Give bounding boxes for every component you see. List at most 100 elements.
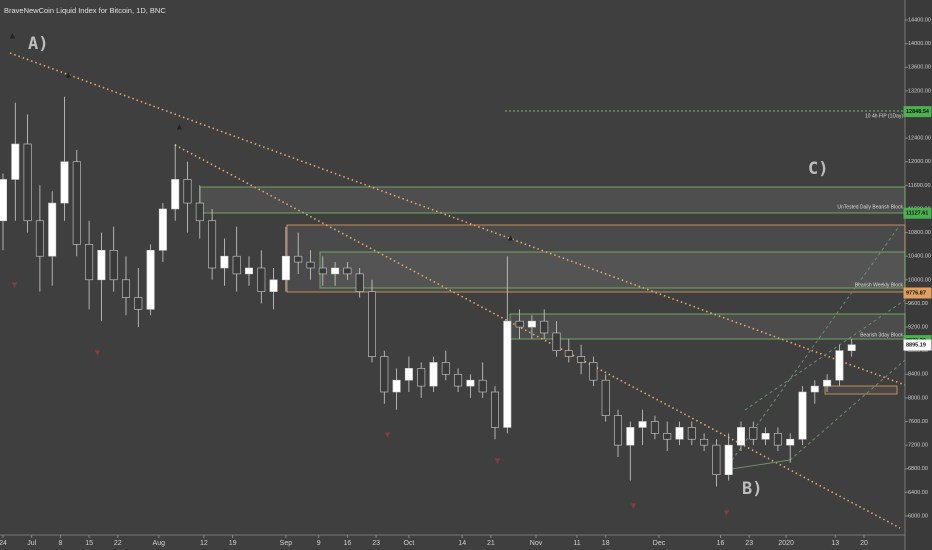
y-tick-label: 8800.00 [908, 348, 928, 354]
zone [509, 313, 906, 340]
y-tick-label: 6400.00 [908, 490, 928, 496]
x-tick-label: 12 [200, 540, 208, 547]
candle-body [663, 433, 672, 440]
candle-body [675, 427, 684, 440]
candle-body [269, 279, 278, 292]
x-tick-label: 11 [573, 540, 580, 547]
marker: ▼ [10, 279, 19, 289]
candle-body [343, 267, 352, 275]
candle-body [724, 444, 733, 475]
x-tick-label: 18 [602, 540, 610, 547]
candle-body [72, 161, 81, 245]
candle-body [11, 143, 20, 180]
marker: ▼ [629, 500, 638, 510]
candle-body [491, 391, 499, 428]
price-axis [905, 0, 932, 550]
candle-body [614, 415, 622, 446]
candle-body [380, 356, 389, 393]
candle-body [798, 391, 807, 440]
zone [319, 251, 906, 289]
candle-body [835, 350, 844, 381]
zone [824, 385, 898, 395]
candle-body [503, 320, 512, 428]
x-tick-label: 14 [458, 540, 466, 547]
channel-line [724, 459, 791, 471]
x-tick-label: Sep [280, 540, 293, 547]
zone-label: UnTested Daily Bearish Block [837, 204, 903, 210]
candle-body [749, 427, 758, 440]
x-tick-label: Nov [530, 540, 543, 547]
level-label: 9776.87 [906, 290, 926, 296]
x-tick-label: 19 [229, 540, 237, 547]
candle-body [109, 249, 118, 281]
x-tick-label: 15 [85, 540, 93, 547]
candle-body [183, 179, 192, 204]
marker: ▲ [175, 121, 184, 131]
x-tick-label: Dec [653, 540, 666, 547]
level-label: 11127.61 [906, 211, 928, 217]
candle-body [208, 220, 217, 269]
y-tick-label: 9200.00 [908, 325, 928, 331]
marker: ▲ [64, 69, 73, 79]
channel-line [744, 299, 906, 411]
candle-body [60, 161, 69, 204]
y-tick-label: 10800.00 [908, 230, 931, 236]
marker: ▼ [383, 429, 392, 439]
candle-body [368, 291, 376, 357]
annotation: A) [28, 34, 48, 54]
candle-body [515, 320, 524, 328]
y-tick-label: 6000.00 [908, 513, 928, 519]
candle-body [48, 202, 57, 257]
level-badge [903, 106, 932, 118]
candle-body [712, 444, 721, 475]
candle-body [35, 220, 44, 257]
candle-body [638, 421, 647, 428]
candle-body [306, 261, 315, 269]
candle-body [687, 427, 696, 440]
candle-body [577, 356, 586, 363]
channel-line [789, 359, 906, 461]
candle-body [478, 379, 487, 393]
y-tick-label: 14000.00 [908, 41, 931, 47]
candle-body [355, 273, 364, 292]
candle-body [85, 244, 94, 281]
level-label: 8895.19 [906, 342, 926, 348]
candle-body [134, 297, 143, 310]
x-tick-label: 24 [0, 540, 7, 547]
y-tick-label: 6800.00 [908, 466, 928, 472]
candle-body [429, 362, 438, 387]
zone-label: Bearish 3day Block [860, 332, 903, 338]
zone-label: 10 4h FIP (1Day) [865, 113, 903, 119]
x-tick-label: Jul [27, 540, 36, 547]
candle-body [810, 385, 819, 393]
x-tick-label: 16 [717, 540, 725, 547]
candle-body [564, 350, 573, 357]
candle-body [441, 362, 450, 375]
candle-body [761, 433, 770, 440]
x-tick-label: 9 [317, 540, 321, 547]
x-tick-label: 21 [487, 540, 495, 547]
x-tick-label: 8 [58, 540, 62, 547]
annotation: B) [742, 479, 762, 499]
x-tick-label: 13 [831, 540, 839, 547]
y-tick-label: 8000.00 [908, 395, 928, 401]
candle-body [773, 433, 782, 446]
y-tick-label: 11600.00 [908, 183, 931, 189]
x-tick-label: Aug [153, 540, 166, 547]
candle-body [589, 362, 598, 381]
x-tick-label: Oct [403, 540, 414, 547]
marker: ▲ [506, 232, 515, 242]
candle-body [97, 249, 106, 281]
candle-body [294, 255, 303, 263]
candle-body [122, 279, 130, 298]
y-tick-label: 13600.00 [908, 65, 931, 71]
candle-body [786, 438, 795, 446]
candle-body [220, 255, 229, 269]
x-tick-label: 22 [114, 540, 122, 547]
candle-body [454, 373, 463, 387]
candle-body [847, 344, 856, 351]
candle-body [281, 255, 290, 281]
marker: ▼ [722, 507, 731, 517]
candle-body [404, 368, 413, 381]
